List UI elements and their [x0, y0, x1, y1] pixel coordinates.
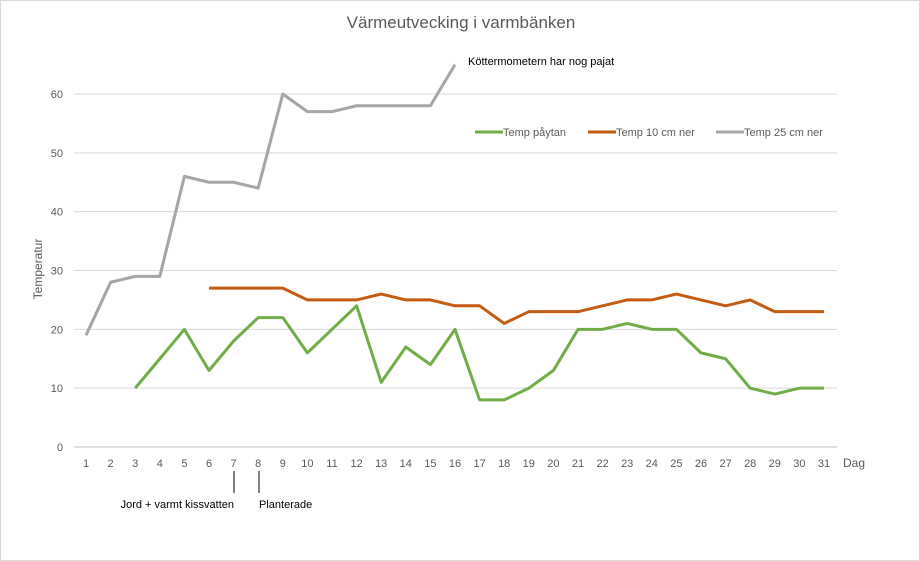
annotation-planted: Planterade: [259, 499, 312, 511]
x-tick-label: 2: [108, 458, 114, 470]
x-tick-label: 14: [400, 458, 412, 470]
legend-label: Temp 25 cm ner: [744, 127, 823, 139]
x-tick-label: 15: [424, 458, 436, 470]
x-axis-label: Dag: [843, 456, 865, 470]
x-tick-label: 11: [326, 458, 337, 470]
x-tick-label: 16: [449, 458, 461, 470]
y-tick-label: 20: [51, 324, 63, 336]
x-tick-label: 6: [206, 458, 212, 470]
x-tick-label: 30: [793, 458, 805, 470]
x-tick-label: 29: [769, 458, 781, 470]
y-axis-label: Temperatur: [31, 239, 45, 300]
x-tick-label: 24: [646, 458, 658, 470]
x-tick-label: 19: [523, 458, 535, 470]
legend-label: Temp påytan: [503, 127, 566, 139]
y-tick-label: 0: [57, 442, 63, 454]
x-tick-label: 12: [350, 458, 362, 470]
annotation-soil: Jord + varmt kissvatten: [121, 499, 234, 511]
annotation-thermometer: Köttermometern har nog pajat: [468, 56, 614, 68]
x-tick-label: 7: [231, 458, 237, 470]
x-tick-label: 27: [719, 458, 731, 470]
x-tick-label: 3: [132, 458, 138, 470]
chart-title: Värmeutvecking i varmbänken: [347, 13, 576, 32]
x-tick-label: 10: [301, 458, 313, 470]
y-tick-label: 60: [51, 89, 63, 101]
x-tick-label: 26: [695, 458, 707, 470]
series-line-3: [84, 63, 457, 336]
x-tick-label: 25: [670, 458, 682, 470]
x-tick-label: 4: [157, 458, 163, 470]
x-tick-label: 31: [818, 458, 830, 470]
x-tick-label: 21: [572, 458, 584, 470]
x-tick-label: 13: [375, 458, 387, 470]
series-line-2: [209, 286, 824, 325]
x-tick-label: 17: [473, 458, 485, 470]
x-tick-label: 20: [547, 458, 559, 470]
x-tick-label: 5: [181, 458, 187, 470]
x-tick-label: 8: [255, 458, 261, 470]
x-tick-label: 23: [621, 458, 633, 470]
x-tick-label: 9: [280, 458, 286, 470]
legend-label: Temp 10 cm ner: [616, 127, 695, 139]
y-tick-label: 30: [51, 266, 63, 278]
y-tick-label: 40: [51, 207, 63, 219]
series-line-1: [134, 304, 824, 402]
x-tick-label: 28: [744, 458, 756, 470]
y-tick-label: 10: [51, 383, 63, 395]
x-tick-label: 18: [498, 458, 510, 470]
y-tick-label: 50: [51, 148, 63, 160]
x-tick-label: 22: [596, 458, 608, 470]
x-tick-label: 1: [83, 458, 89, 470]
